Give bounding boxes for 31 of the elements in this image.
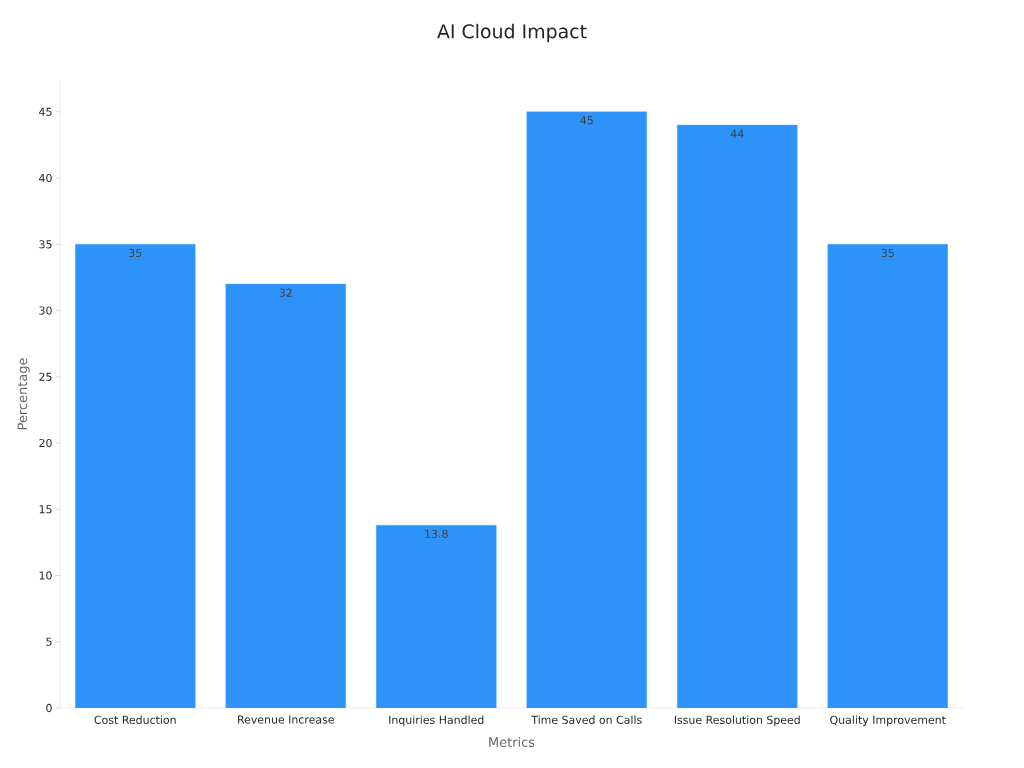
y-tick-label: 25	[39, 372, 52, 381]
y-tick-label: 5	[46, 637, 52, 646]
y-tick-label: 30	[39, 306, 52, 315]
y-tick-label: 45	[39, 107, 52, 116]
bar	[75, 244, 196, 708]
x-tick-label: Issue Resolution Speed	[674, 715, 800, 727]
x-tick-label: Time Saved on Calls	[531, 715, 642, 724]
bar	[827, 244, 948, 708]
bar	[225, 283, 346, 708]
data-label: 44	[730, 129, 744, 138]
x-tick-label: Revenue Increase	[238, 715, 334, 724]
data-label: 45	[580, 116, 593, 125]
bar	[677, 124, 798, 708]
x-axis-title: Metrics	[489, 736, 535, 747]
bar	[376, 524, 497, 708]
y-tick-label: 20	[39, 438, 52, 448]
y-tick-label: 0	[46, 703, 52, 713]
chart-title: AI Cloud Impact	[437, 23, 587, 43]
bar	[526, 111, 647, 708]
y-tick-label: 15	[39, 505, 52, 514]
y-tick-label: 35	[39, 240, 52, 249]
y-axis-title: Percentage	[17, 358, 30, 430]
y-tick-label: 10	[39, 571, 52, 580]
x-tick-label: Cost Reduction	[94, 715, 176, 724]
y-tick-label: 40	[39, 173, 52, 183]
data-label: 32	[279, 288, 292, 297]
x-tick-label: Quality Improvement	[830, 715, 946, 727]
data-label: 35	[881, 248, 894, 258]
x-tick-label: Inquiries Handled	[389, 715, 484, 727]
data-label: 35	[129, 248, 142, 258]
data-label: 13.8	[425, 529, 448, 538]
